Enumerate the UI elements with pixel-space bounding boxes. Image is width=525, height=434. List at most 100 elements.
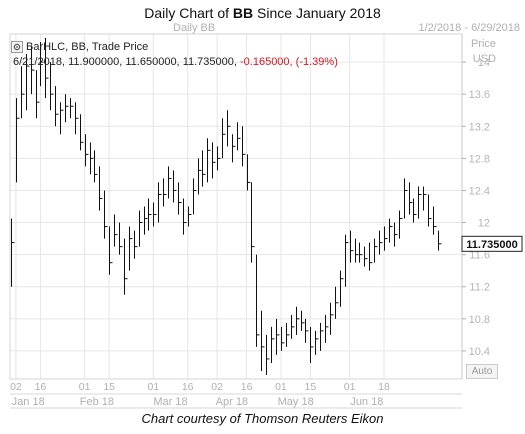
plot-frame	[9, 33, 463, 380]
hlc-bar	[413, 198, 417, 223]
legend-series-name: BarHLC, BB, Trade Price	[26, 41, 149, 53]
hlc-bar	[183, 198, 187, 235]
hlc-bar	[21, 66, 25, 119]
hlc-bar	[75, 102, 79, 135]
hlc-bar	[315, 330, 319, 355]
hlc-bar	[139, 210, 143, 247]
y-tick-label: 12.8	[469, 153, 490, 165]
chart-header: Daily BB 1/2/2018 - 6/29/2018	[10, 20, 520, 34]
hlc-bar	[50, 62, 54, 111]
hlc-bar	[394, 222, 398, 247]
legend-date: 6/21/2018,	[13, 56, 65, 68]
hlc-bar	[65, 94, 69, 123]
ohlc-bars	[11, 38, 442, 375]
hlc-bar	[168, 166, 172, 199]
hlc-bar	[153, 202, 157, 227]
hlc-bar	[36, 70, 40, 119]
chart-header-label: Daily BB	[173, 22, 216, 34]
x-month-label: Feb 18	[80, 396, 114, 408]
hlc-bar	[428, 194, 432, 227]
x-month-label: May 18	[278, 396, 314, 408]
hlc-bar	[222, 118, 226, 159]
hlc-bar	[193, 178, 197, 215]
x-month-label: Mar 18	[153, 396, 187, 408]
chart-date-range: 1/2/2018 - 6/29/2018	[418, 22, 520, 34]
hlc-bar	[340, 270, 344, 307]
hlc-bar	[423, 186, 427, 211]
chart-legend: BarHLC, BB, Trade Price 6/21/2018, 11.90…	[11, 41, 338, 68]
hlc-bar	[198, 158, 202, 195]
chart-credit: Chart courtesy of Thomson Reuters Eikon	[141, 411, 384, 426]
last-price-label: 11.735000	[466, 239, 517, 251]
y-tick-label: 13.2	[469, 121, 490, 133]
hlc-bar	[80, 114, 84, 151]
hlc-bar	[369, 242, 373, 271]
last-price-box	[461, 235, 523, 252]
hlc-bar	[217, 146, 221, 171]
last-price-marker: 11.735000	[461, 235, 523, 252]
x-month-label: Apr 18	[216, 396, 248, 408]
hlc-bar	[301, 310, 305, 331]
x-tick-label: 01	[275, 381, 287, 393]
hlc-bar	[99, 166, 103, 211]
y-tick-label: 12	[478, 218, 490, 230]
hlc-bar	[389, 218, 393, 243]
hlc-bar	[90, 142, 94, 175]
hlc-bar	[281, 326, 285, 351]
hlc-bar	[384, 226, 388, 251]
hlc-bar	[114, 214, 118, 247]
hlc-bar	[124, 238, 128, 295]
hlc-bar	[404, 178, 408, 219]
x-tick-label: 15	[103, 381, 115, 393]
hlc-bar	[55, 86, 59, 127]
legend-low: 11.650000,	[125, 56, 180, 68]
hlc-bar	[227, 110, 231, 147]
hlc-bar	[85, 134, 89, 167]
hlc-bar	[418, 186, 422, 219]
hlc-bar	[261, 310, 265, 371]
hlc-bar	[379, 230, 383, 255]
auto-scale-button[interactable]: Auto	[466, 364, 498, 379]
hlc-bar	[345, 234, 349, 287]
hlc-bar	[286, 322, 290, 347]
hlc-bar	[173, 170, 177, 203]
x-tick-label: 16	[241, 381, 253, 393]
hlc-bar	[359, 242, 363, 263]
hlc-bar	[144, 206, 148, 235]
hlc-bar	[104, 190, 108, 239]
x-tick-label: 02	[10, 381, 22, 393]
hlc-bar	[16, 98, 20, 183]
hlc-bar	[325, 314, 329, 343]
hlc-bar	[129, 226, 133, 271]
hlc-bar	[45, 38, 49, 99]
hlc-bar	[11, 218, 15, 287]
hlc-bar	[364, 246, 368, 267]
y-tick-label: 10.4	[469, 346, 490, 358]
x-tick-label: 16	[182, 381, 194, 393]
hlc-bar	[134, 230, 138, 259]
settings-gear-icon[interactable]	[11, 41, 23, 53]
x-tick-label: 18	[378, 381, 390, 393]
hlc-bar	[188, 206, 192, 227]
y-tick-label: 12.4	[469, 185, 490, 197]
y-axis-currency-label: USD	[473, 53, 496, 65]
hlc-bar	[40, 42, 44, 87]
hlc-bar	[109, 226, 113, 275]
hlc-bar	[163, 178, 167, 207]
hlc-bar	[335, 286, 339, 319]
hlc-bar	[291, 314, 295, 339]
hlc-bar	[305, 318, 309, 343]
x-month-label: Jan 18	[12, 396, 45, 408]
hlc-bar	[256, 254, 260, 347]
y-tick-label: 10.8	[469, 314, 490, 326]
hlc-bar	[232, 134, 236, 163]
hlc-bar	[374, 238, 378, 263]
y-axis-ticks: 10.4 10.8 11.2 11.6 12 12.4 12.8 13.2 13.6 14	[462, 57, 490, 358]
hlc-bar	[355, 238, 359, 263]
legend-high: 11.900000,	[68, 56, 123, 68]
hlc-bar	[26, 54, 30, 111]
hlc-bar	[94, 150, 98, 183]
hlc-bar	[266, 334, 270, 375]
x-tick-label: 01	[147, 381, 159, 393]
